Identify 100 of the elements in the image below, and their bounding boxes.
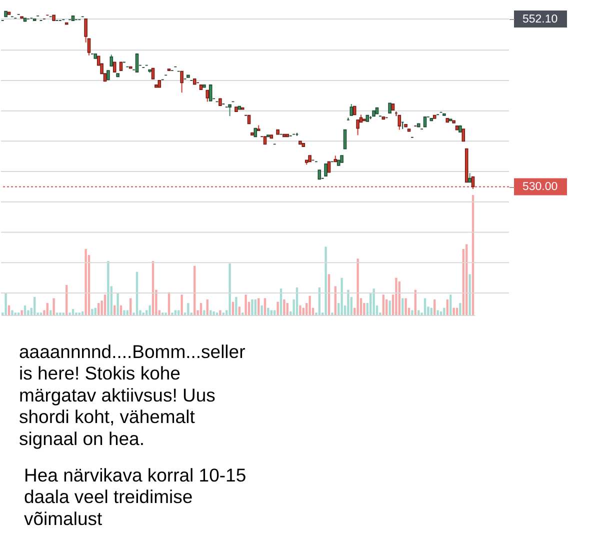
candlestick (471, 176, 475, 190)
bar (52, 298, 55, 315)
bar (283, 299, 286, 315)
bar (130, 298, 132, 315)
bar (228, 263, 231, 315)
bar (411, 310, 414, 315)
candlestick (282, 134, 286, 138)
candlestick (87, 38, 91, 56)
candlestick (404, 124, 408, 128)
bar (244, 294, 247, 315)
candlestick (340, 155, 344, 163)
bar (219, 310, 222, 315)
bar (258, 298, 260, 315)
bar (4, 293, 7, 315)
candlestick (151, 68, 155, 80)
candlestick (119, 62, 123, 72)
bar (443, 308, 446, 315)
bar (260, 305, 263, 315)
bar (235, 297, 238, 315)
candlestick (112, 62, 116, 73)
candlestick (7, 12, 11, 15)
candlestick (234, 106, 238, 112)
candlestick (71, 15, 75, 21)
candlestick (167, 68, 171, 72)
candlestick (468, 172, 472, 183)
candlestick (442, 113, 446, 116)
bar (20, 310, 23, 315)
bar (180, 294, 183, 315)
candlestick (356, 119, 360, 136)
candlestick (362, 118, 366, 122)
bar (123, 310, 126, 315)
candlestick (324, 164, 328, 177)
candlestick (350, 103, 354, 116)
candlestick (247, 114, 251, 124)
candlestick (366, 114, 370, 122)
candlestick (286, 134, 290, 138)
bar (402, 298, 404, 315)
candlestick (192, 78, 196, 85)
candlestick (116, 73, 120, 78)
bar (203, 310, 206, 315)
candlestick (343, 129, 347, 150)
bar (232, 302, 234, 315)
candlestick (398, 114, 402, 130)
candlestick (20, 16, 24, 19)
candlestick (158, 80, 162, 88)
text: aaaannnnd....Bomm...seller is here! Stokis kohe märgatav aktiivsus! Uus shordi koht, vähemalt signaal on hea. (19, 341, 246, 449)
candlestick (94, 53, 98, 59)
bar (206, 299, 208, 315)
candlestick (110, 54, 114, 67)
bar (308, 296, 311, 315)
candlestick (254, 128, 258, 138)
bar (452, 308, 455, 315)
candlestick (240, 107, 244, 110)
bar (286, 303, 288, 315)
candlestick (250, 132, 254, 136)
bar (434, 299, 436, 315)
candlestick (452, 120, 456, 124)
bar (200, 303, 202, 315)
candlestick (263, 136, 267, 145)
bar (395, 278, 398, 315)
bar (178, 310, 180, 315)
bar (114, 305, 116, 315)
bar (372, 288, 375, 315)
bar (254, 299, 256, 315)
bar (340, 278, 343, 315)
bar (267, 308, 270, 315)
candlestick (238, 106, 242, 110)
bar (446, 299, 448, 315)
bar (210, 310, 212, 315)
candlestick (462, 128, 466, 142)
candlestick (4, 10, 8, 18)
candlestick (352, 106, 356, 116)
candlestick (432, 114, 436, 119)
candlestick (206, 90, 210, 102)
y-tick-label: 530.00 (522, 181, 558, 194)
candlestick (318, 170, 322, 180)
bar (120, 305, 122, 315)
bar (251, 299, 254, 315)
bar (50, 310, 52, 315)
bar (459, 303, 462, 315)
bar (388, 300, 391, 315)
candlestick (135, 53, 139, 73)
bar (148, 305, 151, 315)
bar (126, 310, 128, 315)
candlestick (407, 128, 411, 132)
candlestick (52, 14, 56, 21)
candlestick (186, 74, 190, 78)
bar (299, 305, 302, 315)
bar (424, 298, 426, 315)
candlestick (266, 134, 270, 138)
candlestick (228, 104, 232, 117)
bar (382, 294, 384, 315)
bar (418, 310, 420, 315)
bar (212, 311, 215, 315)
candlestick (308, 155, 312, 162)
bar (34, 297, 36, 315)
bar (276, 302, 279, 315)
bar (8, 305, 10, 315)
candlestick (388, 102, 392, 114)
candlestick (448, 118, 452, 122)
